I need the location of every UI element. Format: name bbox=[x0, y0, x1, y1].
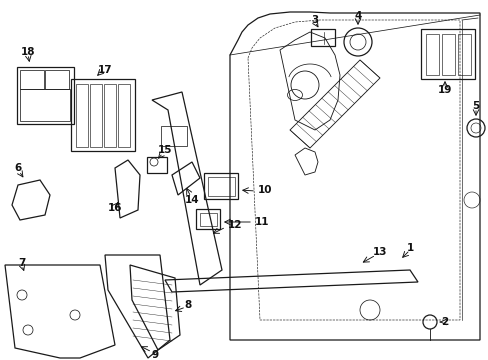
Text: 3: 3 bbox=[311, 15, 318, 25]
Text: 4: 4 bbox=[354, 11, 361, 21]
Text: 1: 1 bbox=[406, 243, 413, 253]
Text: 17: 17 bbox=[98, 65, 112, 75]
Text: 16: 16 bbox=[107, 203, 122, 213]
Text: 15: 15 bbox=[158, 145, 172, 155]
Text: 8: 8 bbox=[184, 300, 191, 310]
Text: 11: 11 bbox=[254, 217, 269, 227]
Text: 13: 13 bbox=[372, 247, 386, 257]
Text: 14: 14 bbox=[184, 195, 199, 205]
Text: 2: 2 bbox=[441, 317, 447, 327]
Text: 6: 6 bbox=[14, 163, 21, 173]
Text: 12: 12 bbox=[227, 220, 242, 230]
Text: 5: 5 bbox=[471, 101, 479, 111]
Text: 10: 10 bbox=[258, 185, 272, 195]
Text: 9: 9 bbox=[151, 350, 158, 360]
Text: 19: 19 bbox=[437, 85, 451, 95]
Text: 7: 7 bbox=[18, 258, 26, 268]
Text: 18: 18 bbox=[20, 47, 35, 57]
